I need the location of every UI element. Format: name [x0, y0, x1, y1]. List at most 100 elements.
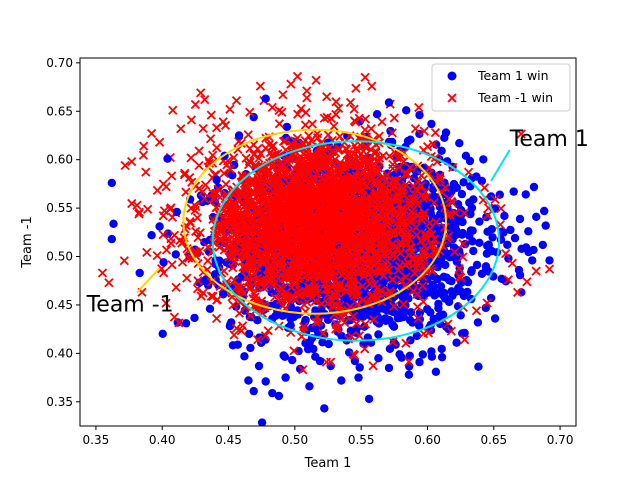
team-1-win-point — [351, 312, 360, 321]
team-minus-1-win-point — [205, 134, 216, 144]
team-minus-1-win-point — [208, 150, 218, 160]
y-tick-label: 0.60 — [46, 153, 73, 167]
team-minus-1-win-point — [482, 298, 492, 308]
team-minus-1-win-point — [419, 248, 429, 259]
legend-label-team-1-win: Team 1 win — [477, 68, 549, 83]
team-minus-1-win-point — [268, 239, 278, 250]
team-minus-1-win-point — [278, 136, 289, 147]
team-minus-1-win-point — [388, 159, 398, 170]
team-1-win-point — [234, 131, 244, 140]
team-minus-1-win-point — [377, 117, 387, 127]
team-minus-1-win-point — [414, 102, 424, 113]
team-minus-1-win-point — [406, 217, 416, 228]
team-minus-1-win-point — [388, 227, 399, 238]
team-1-win-point — [244, 376, 253, 385]
team-1-win-point — [441, 128, 451, 137]
y-tick-label: 0.65 — [46, 104, 73, 118]
team-minus-1-win-point — [361, 193, 372, 203]
team-minus-1-win-point — [345, 97, 356, 108]
team-1-win-point — [158, 329, 167, 338]
team-1-win-point — [267, 288, 276, 297]
team-1-win-point — [541, 221, 550, 230]
team-minus-1-win-point — [260, 191, 270, 201]
team-minus-1-win-point — [501, 248, 511, 259]
team-minus-1-win-point — [331, 97, 341, 107]
team-minus-1-win-point — [403, 228, 413, 238]
team-minus-1-win-point — [326, 357, 336, 367]
team-minus-1-win-point — [389, 113, 399, 123]
team-minus-1-win-point — [446, 326, 456, 336]
team-minus-1-win-point — [320, 155, 331, 166]
team-minus-1-win-point — [531, 266, 541, 276]
team-minus-1-win-point — [349, 350, 360, 360]
team-1-win-point — [385, 315, 394, 325]
team-minus-1-win-point — [335, 300, 345, 311]
team-minus-1-win-point — [365, 263, 376, 274]
team-minus-1-win-point — [362, 173, 372, 183]
team-minus-1-win-point — [176, 124, 186, 134]
team-minus-1-win-point — [362, 171, 372, 181]
team-minus-1-win-point — [198, 267, 208, 277]
team-minus-1-win-point — [161, 298, 171, 308]
team-minus-1-win-point — [278, 211, 288, 221]
team-minus-1-win-point — [309, 242, 320, 253]
team-minus-1-win-point — [342, 201, 352, 211]
team-minus-1-win-point — [408, 286, 418, 296]
y-axis-label: Team -1 — [20, 216, 35, 268]
team-minus-1-win-point — [141, 167, 151, 177]
team-1-win-point — [404, 370, 414, 379]
team-minus-1-win-point — [183, 253, 194, 263]
x-tick-label: 0.40 — [149, 433, 176, 447]
team-minus-1-win-point — [198, 288, 208, 298]
team-minus-1-win-point — [119, 256, 129, 266]
team-minus-1-win-point — [200, 94, 210, 105]
team-1-win-point — [475, 217, 484, 226]
team-1-win-point — [487, 225, 496, 234]
team-minus-1-win-point — [255, 81, 266, 91]
team-minus-1-win-point — [221, 179, 231, 189]
data-points — [97, 71, 555, 404]
team-minus-1-win-point — [395, 248, 406, 258]
team-minus-1-win-point — [287, 141, 297, 151]
team-minus-1-win-point — [339, 317, 350, 328]
team-minus-1-win-point — [97, 268, 108, 278]
team-minus-1-win-point — [349, 116, 360, 126]
team-1-win-point — [515, 214, 525, 224]
team-1-win-point — [371, 304, 380, 314]
team-minus-1-win-point — [299, 299, 309, 310]
team-minus-1-win-point — [193, 276, 203, 286]
team-minus-1-win-point — [292, 184, 302, 195]
team-minus-1-win-point — [196, 88, 206, 98]
team-minus-1-win-point — [289, 346, 299, 356]
team-minus-1-win-point — [271, 176, 281, 186]
team-minus-1-win-point — [304, 131, 314, 141]
team-minus-1-win-point — [312, 188, 322, 198]
team-1-win-point — [172, 207, 181, 217]
team-1-win-point — [281, 373, 290, 382]
team-1-win-point — [395, 350, 404, 359]
team-minus-1-win-point — [430, 127, 441, 138]
x-tick-label: 0.35 — [83, 433, 110, 447]
team-minus-1-win-point — [416, 170, 427, 181]
team-minus-1-win-point — [391, 176, 402, 187]
team-minus-1-win-point — [333, 180, 344, 190]
team-1-win-point — [190, 313, 199, 323]
team-minus-1-win-point — [273, 221, 283, 231]
team-1-win-point — [405, 316, 415, 325]
team-minus-1-win-point — [200, 180, 211, 190]
team-minus-1-win-point — [228, 246, 238, 256]
team-minus-1-win-point — [351, 83, 361, 93]
team-minus-1-win-point — [374, 156, 384, 166]
team-1-win-point — [358, 311, 367, 320]
team-minus-1-win-point — [503, 275, 514, 285]
team-minus-1-win-point — [351, 319, 362, 329]
team-minus-1-win-point — [245, 246, 255, 256]
team-minus-1-win-point — [337, 162, 347, 172]
team-1-win-point — [384, 363, 394, 373]
team-minus-1-win-point — [316, 153, 326, 163]
team-minus-1-win-point — [237, 235, 247, 245]
team-minus-1-win-point — [167, 171, 177, 181]
team-1-win-point — [510, 233, 520, 243]
team-minus-1-win-point — [322, 200, 332, 210]
team-minus-1-win-point — [198, 187, 208, 197]
